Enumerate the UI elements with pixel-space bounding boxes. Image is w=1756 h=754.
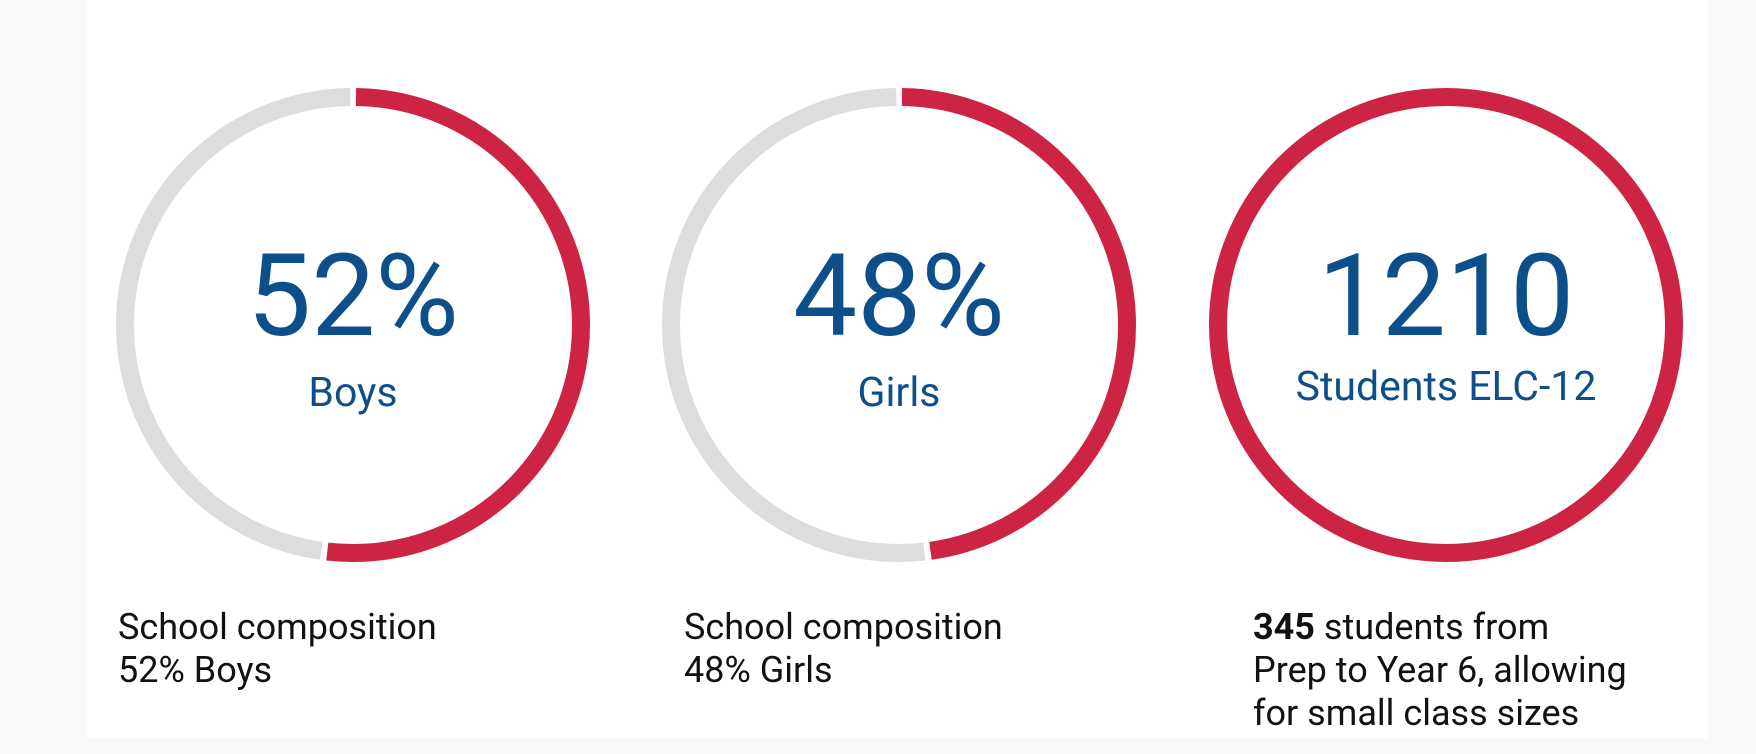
caption: School composition 52% Boys bbox=[118, 606, 437, 692]
stats-panel bbox=[87, 0, 1708, 738]
caption: 345 students from Prep to Year 6, allowin… bbox=[1253, 606, 1627, 735]
ring-full bbox=[1209, 88, 1683, 562]
caption-text: students from bbox=[1323, 606, 1550, 648]
caption-text: School composition bbox=[684, 606, 1003, 648]
caption-line: Prep to Year 6, allowing bbox=[1253, 649, 1627, 692]
caption-text: School composition bbox=[118, 606, 437, 648]
caption-line: 345 students from bbox=[1253, 606, 1627, 649]
caption-line: School composition bbox=[118, 606, 437, 649]
caption-line: for small class sizes bbox=[1253, 692, 1627, 735]
ring-arc bbox=[662, 88, 1136, 562]
caption-lead: 345 bbox=[1253, 606, 1315, 648]
stat-label: Girls bbox=[858, 369, 941, 417]
stat-label: Students ELC-12 bbox=[1296, 363, 1597, 411]
caption-text: 48% Girls bbox=[684, 649, 833, 691]
stat-number: 48% bbox=[793, 229, 1005, 363]
caption-line: 52% Boys bbox=[118, 649, 437, 692]
ring-track bbox=[662, 88, 1136, 562]
ring-arc bbox=[116, 88, 590, 562]
caption: School composition 48% Girls bbox=[684, 606, 1003, 692]
stat-number: 52% bbox=[247, 229, 459, 363]
stat-label: Boys bbox=[308, 369, 397, 417]
caption-text: for small class sizes bbox=[1253, 692, 1580, 734]
caption-text: Prep to Year 6, allowing bbox=[1253, 649, 1627, 691]
ring-track bbox=[116, 88, 590, 562]
caption-line: School composition bbox=[684, 606, 1003, 649]
stat-number: 1210 bbox=[1318, 229, 1574, 363]
caption-text: 52% Boys bbox=[118, 649, 273, 691]
caption-line: 48% Girls bbox=[684, 649, 1003, 692]
